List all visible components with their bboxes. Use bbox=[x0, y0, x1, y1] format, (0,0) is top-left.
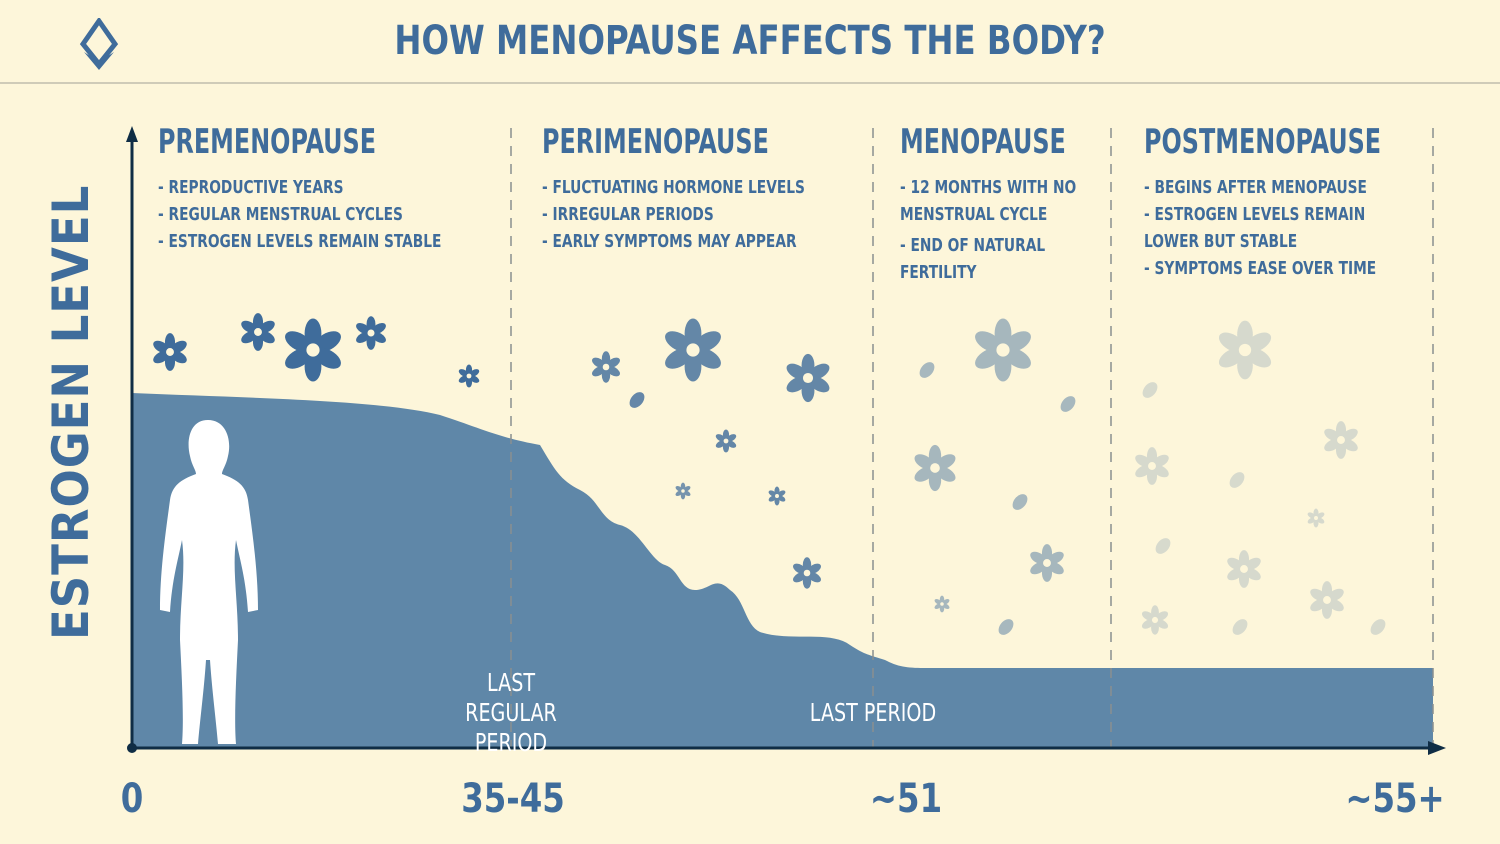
petal-icon bbox=[1012, 494, 1028, 510]
phase-bullet: ESTROGEN LEVELS REMAIN LOWER BUT STABLE bbox=[1144, 201, 1399, 255]
petal-icon bbox=[1155, 538, 1171, 554]
flower-icon bbox=[1030, 544, 1064, 582]
y-axis-label: ESTROGEN LEVEL bbox=[42, 184, 100, 640]
phase-bullet: END OF NATURAL FERTILITY bbox=[900, 232, 1079, 286]
flower-icon bbox=[1324, 421, 1358, 459]
phase-bullet: REPRODUCTIVE YEARS bbox=[158, 174, 441, 201]
flower-icon bbox=[786, 353, 830, 403]
flower-icon bbox=[458, 364, 480, 388]
flower-icon bbox=[793, 557, 821, 589]
annotation-last-regular-period: LAST REGULAR PERIOD bbox=[465, 668, 557, 757]
phase-title: MENOPAUSE bbox=[900, 122, 1066, 162]
flower-icon bbox=[1307, 508, 1325, 528]
drop-diamond-icon bbox=[79, 18, 119, 70]
petal-icon bbox=[629, 392, 645, 408]
phase-bullet: SYMPTOMS EASE OVER TIME bbox=[1144, 255, 1402, 282]
axis-origin bbox=[127, 743, 137, 753]
phase-premenopause: PREMENOPAUSE REPRODUCTIVE YEARSREGULAR M… bbox=[158, 122, 491, 255]
petal-icon bbox=[919, 362, 935, 378]
flower-icon bbox=[914, 444, 956, 492]
flower-icon bbox=[1218, 320, 1272, 380]
phase-title: PREMENOPAUSE bbox=[158, 122, 377, 162]
flower-icon bbox=[675, 482, 691, 500]
phase-title: PERIMENOPAUSE bbox=[542, 122, 769, 162]
phase-title: POSTMENOPAUSE bbox=[1144, 122, 1382, 162]
phase-bullet: IRREGULAR PERIODS bbox=[542, 201, 805, 228]
page-title: HOW MENOPAUSE AFFECTS THE BODY? bbox=[394, 18, 1106, 64]
x-tick: 0 bbox=[120, 776, 144, 822]
petal-icon bbox=[1229, 472, 1245, 488]
flower-icon bbox=[592, 351, 620, 383]
phase-menopause: MENOPAUSE 12 MONTHS WITH NO MENSTRUAL CY… bbox=[900, 122, 1140, 286]
phase-perimenopause: PERIMENOPAUSE FLUCTUATING HORMONE LEVELS… bbox=[542, 122, 851, 255]
petal-icon bbox=[1142, 382, 1158, 398]
petal-icon bbox=[1370, 619, 1386, 635]
header bbox=[0, 0, 1500, 84]
petal-icon bbox=[998, 619, 1014, 635]
x-tick: 35-45 bbox=[461, 776, 565, 822]
phase-bullet: ESTROGEN LEVELS REMAIN STABLE bbox=[158, 228, 442, 255]
petal-icon bbox=[1232, 619, 1248, 635]
flower-icon bbox=[1141, 605, 1169, 635]
flower-icon bbox=[285, 318, 341, 382]
phase-bullet: REGULAR MENSTRUAL CYCLES bbox=[158, 201, 441, 228]
estrogen-area bbox=[132, 393, 1433, 748]
flower-icon bbox=[665, 318, 721, 382]
phase-bullet: 12 MONTHS WITH NO MENSTRUAL CYCLE bbox=[900, 174, 1104, 228]
flower-icon bbox=[1135, 447, 1169, 485]
flower-icon bbox=[715, 429, 737, 453]
flower-icon bbox=[975, 318, 1031, 382]
woman-silhouette bbox=[160, 420, 258, 744]
phase-bullet: BEGINS AFTER MENOPAUSE bbox=[1144, 174, 1402, 201]
flower-icon bbox=[934, 595, 950, 613]
flower-icon bbox=[241, 313, 275, 351]
flower-icon bbox=[768, 486, 786, 506]
phase-bullet: FLUCTUATING HORMONE LEVELS bbox=[542, 174, 805, 201]
flower-icon bbox=[356, 316, 386, 350]
x-tick: ~55+ bbox=[1345, 776, 1445, 822]
y-axis-arrow bbox=[126, 126, 138, 142]
annotation-last-period: LAST PERIOD bbox=[809, 698, 937, 727]
phase-bullet: EARLY SYMPTOMS MAY APPEAR bbox=[542, 228, 805, 255]
x-tick: ~51 bbox=[869, 776, 943, 822]
x-axis-arrow bbox=[1428, 741, 1446, 755]
phase-postmenopause: POSTMENOPAUSE BEGINS AFTER MENOPAUSEESTR… bbox=[1144, 122, 1448, 282]
petal-icon bbox=[1060, 396, 1076, 412]
flower-icon bbox=[1310, 581, 1344, 619]
flower-icon bbox=[153, 333, 187, 371]
flower-icon bbox=[1227, 550, 1261, 588]
